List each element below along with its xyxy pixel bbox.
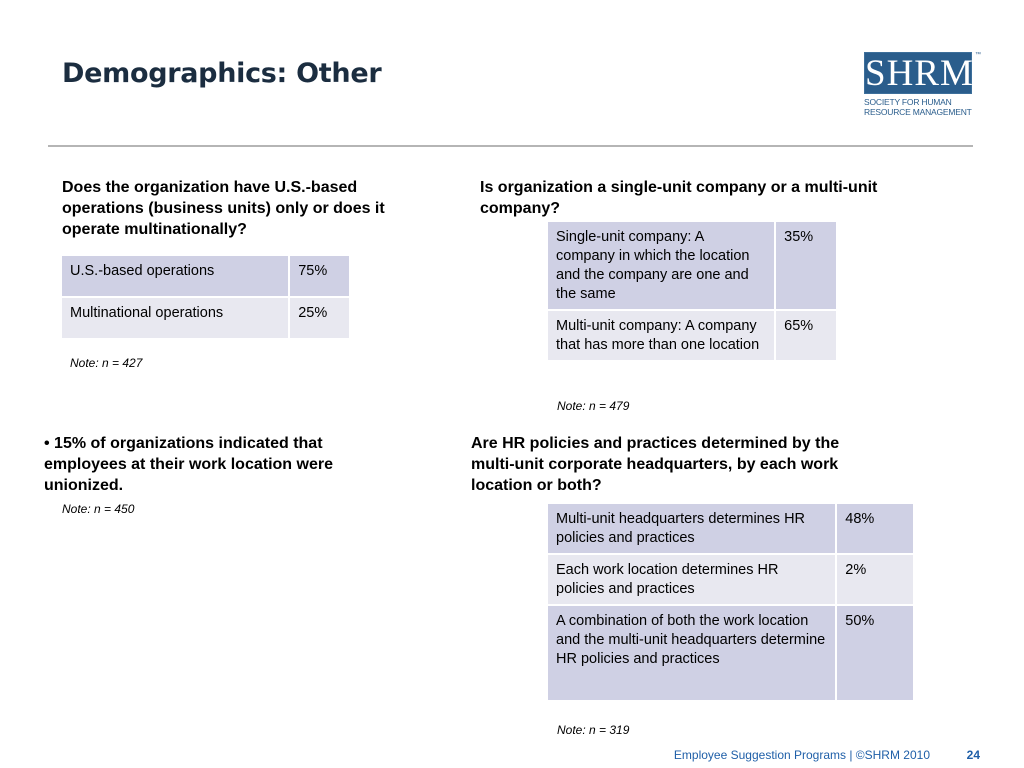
row-label: U.S.-based operations	[59, 254, 291, 298]
table-row: A combination of both the work location …	[545, 604, 915, 702]
row-value: 35%	[774, 220, 838, 311]
table-row: U.S.-based operations 75%	[59, 254, 351, 298]
question-operations: Does the organization have U.S.-based op…	[62, 179, 385, 238]
table-operations: U.S.-based operations 75% Multinational …	[59, 254, 351, 340]
row-value: 75%	[288, 254, 351, 298]
table-hr-policies: Multi-unit headquarters determines HR po…	[545, 502, 915, 702]
header-divider	[48, 145, 973, 147]
logo-box: SHRM	[864, 52, 974, 94]
note-unit-type: Note: n = 479	[557, 399, 630, 413]
row-value: 50%	[835, 604, 915, 702]
row-label: Multinational operations	[59, 296, 291, 340]
row-label: A combination of both the work location …	[545, 604, 838, 702]
bullet-unionized: • 15% of organizations indicated that em…	[44, 435, 333, 494]
question-hr-policies: Are HR policies and practices determined…	[471, 435, 840, 494]
shrm-logo: SHRM ™ SOCIETY FOR HUMAN RESOURCE MANAGE…	[864, 52, 981, 122]
row-label: Multi-unit headquarters determines HR po…	[545, 502, 838, 555]
page-number: 24	[966, 748, 980, 762]
table-unit-type: Single-unit company: A company in which …	[545, 220, 838, 362]
table-row: Multi-unit company: A company that has m…	[545, 309, 838, 362]
note-operations: Note: n = 427	[70, 356, 143, 370]
logo-subtitle-line2: RESOURCE MANAGEMENT	[864, 107, 972, 117]
row-value: 48%	[835, 502, 915, 555]
row-label: Multi-unit company: A company that has m…	[545, 309, 777, 362]
row-value: 2%	[835, 553, 915, 606]
logo-trademark: ™	[975, 52, 981, 58]
logo-letters: SHRM	[865, 53, 974, 94]
table-row: Single-unit company: A company in which …	[545, 220, 838, 311]
note-unionized: Note: n = 450	[62, 502, 135, 516]
table-row: Multi-unit headquarters determines HR po…	[545, 502, 915, 555]
row-value: 25%	[288, 296, 351, 340]
logo-subtitle-line1: SOCIETY FOR HUMAN	[864, 97, 952, 107]
table-row: Multinational operations 25%	[59, 296, 351, 340]
question-unit-type: Is organization a single-unit company or…	[480, 179, 878, 217]
note-hr-policies: Note: n = 319	[557, 723, 630, 737]
footer-text: Employee Suggestion Programs | ©SHRM 201…	[673, 748, 930, 762]
logo-subtitle: SOCIETY FOR HUMAN RESOURCE MANAGEMENT	[864, 97, 979, 117]
slide-title: Demographics: Other	[62, 58, 382, 89]
row-label: Single-unit company: A company in which …	[545, 220, 777, 311]
table-row: Each work location determines HR policie…	[545, 553, 915, 606]
row-label: Each work location determines HR policie…	[545, 553, 838, 606]
row-value: 65%	[774, 309, 838, 362]
